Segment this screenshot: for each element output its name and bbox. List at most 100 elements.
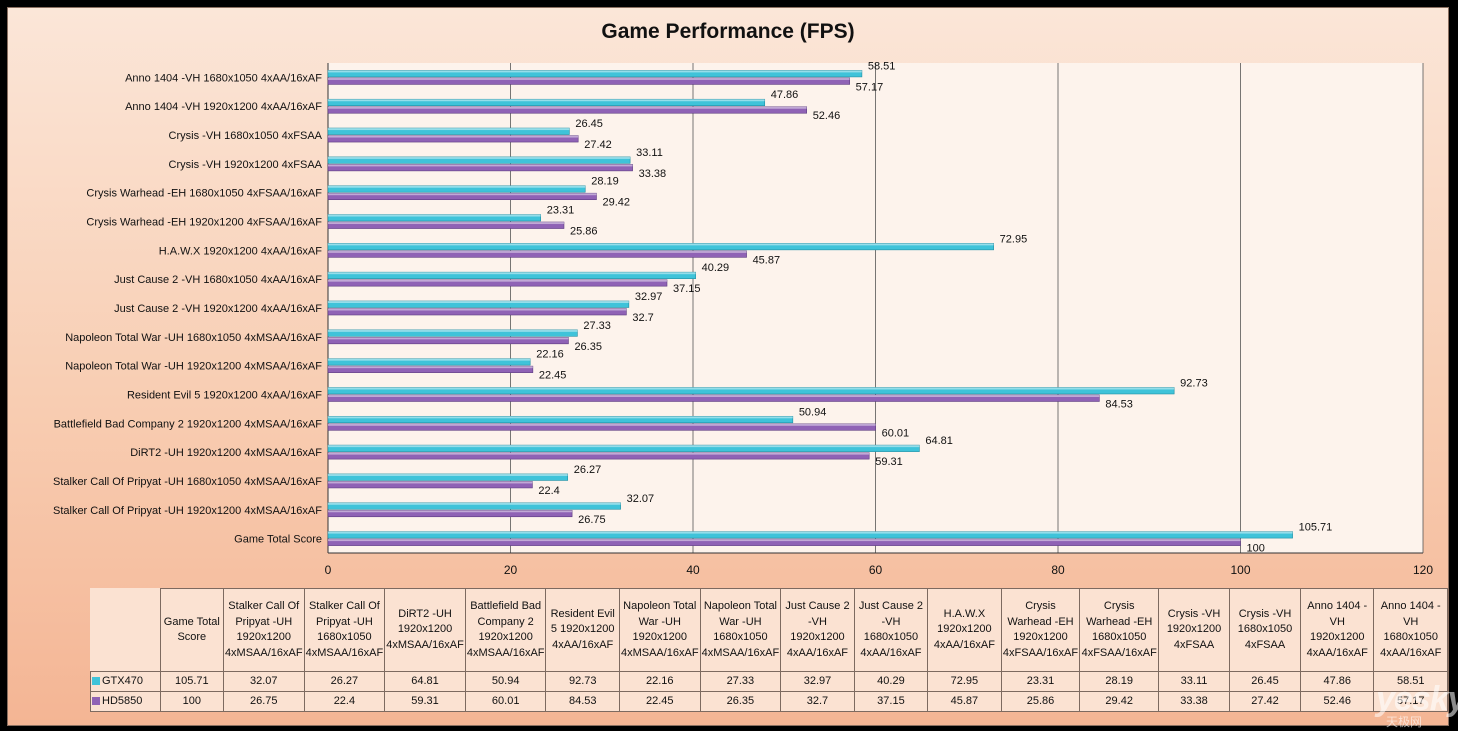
table-cell: 64.81 [384,671,466,692]
data-label: 105.71 [1299,522,1333,534]
data-label: 23.31 [547,205,575,217]
table-cell: 26.27 [303,671,386,692]
bar-highlight [328,539,1241,542]
category-label: Anno 1404 -VH 1680x1050 4xAA/16xAF [125,72,322,84]
watermark-logo: yesky [1376,680,1458,718]
table-cell: 50.94 [464,671,547,692]
table-header-cell: Anno 1404 -VH 1680x1050 4xAA/16xAF [1373,588,1448,672]
data-label: 27.33 [583,320,611,332]
category-label: Resident Evil 5 1920x1200 4xAA/16xAF [127,389,322,401]
bar-hd5850 [327,509,573,518]
x-tick-label: 60 [869,563,883,577]
bar-highlight [328,77,850,80]
category-label: Stalker Call Of Pripyat -UH 1680x1050 4x… [53,476,322,488]
bar-highlight [328,473,568,476]
bar-hd5850 [327,481,533,489]
bar-highlight [328,531,1293,534]
bar-highlight [328,329,578,332]
data-label: 33.11 [636,147,663,159]
data-table: Game Total Score Stalker Call Of Pripyat … [90,588,1448,712]
x-tick-label: 100 [1230,563,1250,577]
table-corner [90,588,161,672]
data-label: 32.07 [627,493,655,505]
data-label: 58.51 [868,60,896,72]
data-label: 59.31 [875,456,903,468]
bar-gtx470 [327,415,794,424]
bar-gtx470 [327,156,631,164]
table-cell: 105.71 [159,671,224,692]
table-cell: 52.46 [1300,691,1375,712]
data-label: 64.81 [925,435,953,447]
bar-highlight [328,337,569,340]
table-header-cell: Crysis -VH 1920x1200 4xFSAA [1158,588,1231,672]
bar-highlight [328,510,573,513]
bar-highlight [328,106,807,109]
category-label: Crysis Warhead -EH 1920x1200 4xFSAA/16xA… [86,217,322,229]
table-cell: 72.95 [927,671,1002,692]
bar-highlight [328,358,531,361]
data-label: 92.73 [1180,377,1208,389]
bar-hd5850 [327,423,876,431]
table-cell: 26.45 [1229,671,1302,692]
table-cell: 33.38 [1158,691,1231,712]
x-tick-label: 0 [325,563,332,577]
bar-hd5850 [327,135,579,143]
table-header-row: Game Total Score Stalker Call Of Pripyat … [90,588,1448,672]
data-label: 29.42 [602,197,630,209]
category-label: Game Total Score [234,534,322,546]
data-label: 27.42 [584,139,612,151]
bar-gtx470 [327,300,630,308]
table-header-cell: Just Cause 2 -VH 1680x1050 4xAA/16xAF [853,588,929,672]
bar-highlight [328,481,533,484]
watermark-sub: 天极网 [1386,715,1423,729]
table-cell: 57.17 [1373,691,1448,712]
bar-hd5850 [327,394,1100,402]
data-label: 22.45 [539,370,567,382]
table-cell: 22.45 [618,691,701,712]
bar-gtx470 [327,127,570,135]
data-label: 60.01 [882,427,910,439]
table-cell: 59.31 [384,691,466,712]
bar-gtx470 [327,444,920,452]
bar-highlight [328,185,586,188]
table-header-cell: Game Total Score [159,588,224,672]
legend-label: GTX470 [102,674,143,687]
category-label: Just Cause 2 -VH 1920x1200 4xAA/16xAF [114,303,322,315]
bar-highlight [328,416,793,419]
table-header-cell: Stalker Call Of Pripyat -UH 1920x1200 4x… [222,588,305,672]
bar-gtx470 [327,98,766,107]
bar-gtx470 [327,329,578,337]
data-label: 26.45 [575,118,603,130]
data-label: 28.19 [591,176,619,188]
bar-highlight [328,243,994,246]
table-cell: 60.01 [464,691,547,712]
category-label: Crysis Warhead -EH 1680x1050 4xFSAA/16xA… [86,188,322,200]
bar-highlight [328,70,862,73]
table-cell: 27.42 [1229,691,1302,712]
table-cell: 84.53 [545,691,620,712]
x-tick-label: 80 [1051,563,1065,577]
x-tick-label: 40 [686,563,700,577]
table-header-cell: Anno 1404 -VH 1920x1200 4xAA/16xAF [1300,588,1375,672]
bar-gtx470 [327,358,531,366]
table-header-cell: Crysis Warhead -EH 1680x1050 4xFSAA/16xA… [1079,588,1160,672]
bar-gtx470 [327,214,542,222]
legend-swatch [92,676,100,685]
table-cell: 28.19 [1079,671,1160,692]
bar-highlight [328,222,564,225]
table-header-cell: Napoleon Total War -UH 1920x1200 4xMSAA/… [618,588,701,672]
table-header-cell: Battlefield Bad Company 2 1920x1200 4xMS… [464,588,547,672]
legend-entry-gtx470: GTX470 [90,671,161,692]
legend-swatch [92,696,100,705]
data-label: 47.86 [771,89,799,101]
bar-highlight [328,214,541,217]
data-label: 32.7 [632,312,653,324]
table-header-cell: Napoleon Total War -UH 1680x1050 4xMSAA/… [699,588,782,672]
table-cell: 32.7 [780,691,855,712]
bar-hd5850 [327,337,569,345]
bar-gtx470 [327,531,1293,539]
table-header-cell: Stalker Call Of Pripyat -UH 1680x1050 4x… [303,588,386,672]
bar-gtx470 [327,243,994,251]
data-label: 40.29 [702,262,730,274]
bar-hd5850 [327,77,850,85]
